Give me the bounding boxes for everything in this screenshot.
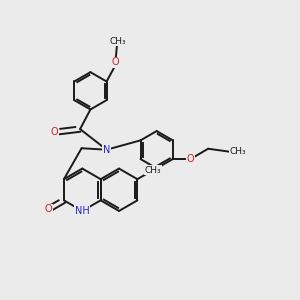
Text: O: O xyxy=(51,127,58,137)
Text: NH: NH xyxy=(75,206,90,216)
Text: CH₃: CH₃ xyxy=(110,37,126,46)
Text: O: O xyxy=(44,204,52,214)
Text: CH₃: CH₃ xyxy=(145,166,161,175)
Text: O: O xyxy=(187,154,194,164)
Text: N: N xyxy=(103,145,110,155)
Text: O: O xyxy=(112,57,119,67)
Text: CH₃: CH₃ xyxy=(230,147,247,156)
